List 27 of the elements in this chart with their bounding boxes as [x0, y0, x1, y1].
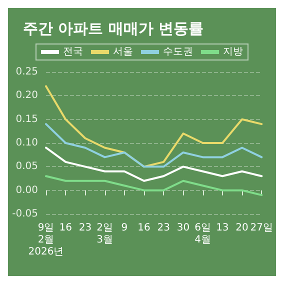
- x-tick-label: 23: [78, 222, 92, 234]
- x-tick-label: 23: [157, 222, 170, 234]
- y-tick-label: 0.10: [16, 138, 38, 148]
- x-tick-label: 16: [59, 222, 72, 234]
- y-tick-label: 0.15: [16, 114, 38, 125]
- x-tick-label: 20: [236, 222, 248, 234]
- y-tick-label: -0.05: [12, 208, 38, 220]
- x-tick-label: 6일 4월: [194, 222, 212, 246]
- line-series: [45, 175, 263, 196]
- chart-title: 주간 아파트 매매가 변동률: [23, 20, 204, 38]
- legend-label: 지방: [223, 46, 243, 58]
- y-tick-label: 0.25: [16, 66, 38, 78]
- y-tick-label: 0.00: [16, 184, 38, 196]
- line-series: [45, 85, 263, 168]
- x-tick-label: 2일 3월: [96, 222, 113, 246]
- x-tick-label: 27일: [250, 222, 274, 234]
- y-tick-label: 0.20: [16, 90, 38, 102]
- x-tick-label: 30: [176, 222, 190, 234]
- x-tick-label: 13: [216, 222, 229, 234]
- line-series: [45, 123, 263, 168]
- x-tick-label: 9: [121, 222, 128, 234]
- legend-label: 수도권: [163, 46, 193, 58]
- y-tick-label: 0.05: [16, 161, 38, 172]
- line-series: [45, 146, 263, 182]
- legend-label: 전국: [63, 46, 83, 58]
- x-tick-label: 16: [138, 222, 150, 234]
- legend-label: 서울: [113, 46, 133, 58]
